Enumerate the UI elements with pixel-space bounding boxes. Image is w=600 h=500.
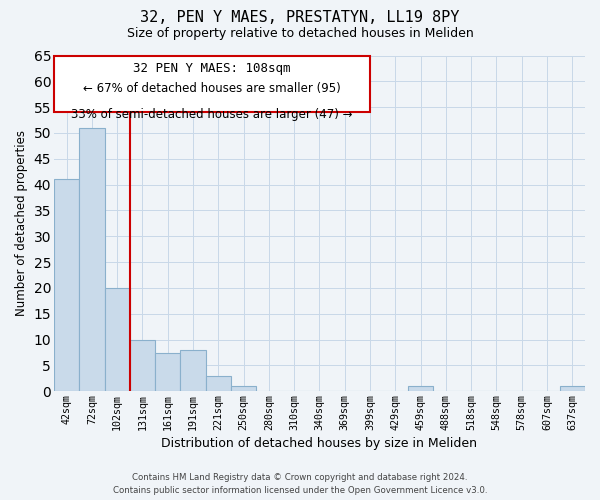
Text: Size of property relative to detached houses in Meliden: Size of property relative to detached ho… (127, 28, 473, 40)
Text: ← 67% of detached houses are smaller (95): ← 67% of detached houses are smaller (95… (83, 82, 341, 96)
Bar (104, 288, 130, 392)
Bar (206, 376, 231, 392)
Bar (560, 386, 585, 392)
Text: 32, PEN Y MAES, PRESTATYN, LL19 8PY: 32, PEN Y MAES, PRESTATYN, LL19 8PY (140, 10, 460, 25)
Bar (231, 386, 256, 392)
Bar (155, 352, 181, 392)
Bar (54, 180, 79, 392)
Text: 33% of semi-detached houses are larger (47) →: 33% of semi-detached houses are larger (… (71, 108, 353, 120)
Text: 32 PEN Y MAES: 108sqm: 32 PEN Y MAES: 108sqm (133, 62, 291, 75)
Bar (408, 386, 433, 392)
Text: Contains HM Land Registry data © Crown copyright and database right 2024.
Contai: Contains HM Land Registry data © Crown c… (113, 473, 487, 495)
Bar (130, 340, 155, 392)
X-axis label: Distribution of detached houses by size in Meliden: Distribution of detached houses by size … (161, 437, 478, 450)
Y-axis label: Number of detached properties: Number of detached properties (15, 130, 28, 316)
FancyBboxPatch shape (54, 56, 370, 112)
Bar (181, 350, 206, 392)
Bar (79, 128, 104, 392)
